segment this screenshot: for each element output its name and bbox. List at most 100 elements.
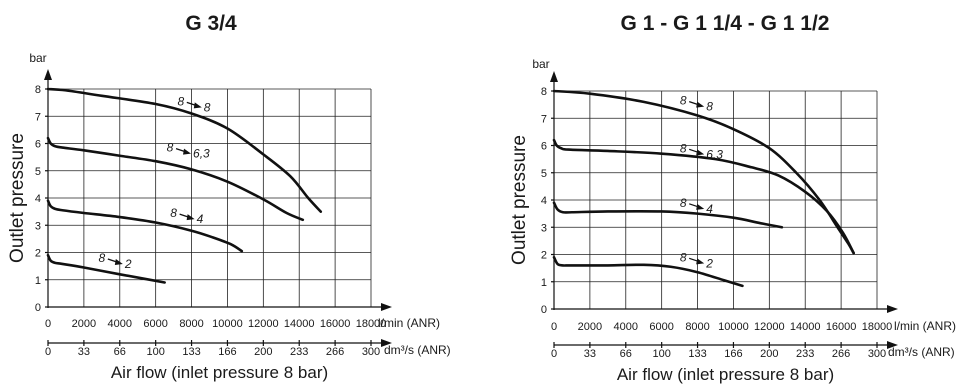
- series-line: [552, 255, 744, 288]
- y-axis-title: Outlet pressure: [509, 135, 530, 265]
- y-axis-title: Outlet pressure: [7, 133, 28, 263]
- series-label-from: 8: [680, 94, 687, 108]
- x-tick-label: 0: [551, 321, 557, 333]
- y-tick-label: 8: [35, 84, 41, 96]
- x2-tick-label: 66: [114, 346, 126, 358]
- x-tick-label: 16000: [826, 321, 857, 333]
- x2-tick-label: 233: [796, 348, 814, 360]
- x-tick-label: 2000: [578, 321, 602, 333]
- y-tick-label: 5: [35, 166, 41, 178]
- x-unit-label: l/min (ANR): [378, 316, 440, 330]
- x2-tick-label: 133: [182, 346, 200, 358]
- x-tick-label: 18000: [862, 321, 893, 333]
- x-tick-label: 10000: [718, 321, 749, 333]
- series-line: [552, 138, 855, 255]
- y-tick-label: 4: [35, 193, 41, 205]
- x2-tick-label: 100: [146, 346, 164, 358]
- x-tick-label: 4000: [614, 321, 638, 333]
- x-axis-arrow: [381, 303, 392, 311]
- y-tick-label: 6: [541, 141, 547, 153]
- series-label-to: 4: [706, 202, 713, 216]
- x2-axis-arrow: [887, 341, 898, 349]
- y-tick-label: 7: [35, 111, 41, 123]
- series-label-arrowhead: [183, 148, 192, 155]
- x2-tick-label: 200: [254, 346, 272, 358]
- series-label-from: 8: [98, 251, 105, 265]
- x-axis-title: Air flow (inlet pressure 8 bar): [111, 363, 328, 382]
- y-tick-label: 3: [35, 220, 41, 232]
- x-tick-label: 18000: [356, 318, 387, 330]
- x2-tick-label: 166: [724, 348, 742, 360]
- x-tick-label: 4000: [108, 318, 132, 330]
- grid-lines: [48, 88, 372, 307]
- x2-tick-label: 0: [551, 348, 557, 360]
- y-tick-label: 1: [541, 277, 547, 289]
- series-line: [46, 87, 323, 213]
- series-label-to: 6,3: [706, 147, 723, 161]
- x-unit-label: l/min (ANR): [894, 319, 956, 333]
- series-line: [46, 136, 305, 222]
- x2-axis-arrow: [381, 339, 392, 347]
- y-tick-label: 4: [541, 195, 547, 207]
- series-label-from: 8: [680, 250, 687, 264]
- x-tick-label: 16000: [320, 318, 351, 330]
- x2-tick-label: 133: [688, 348, 706, 360]
- series-label-arrowhead: [696, 203, 705, 210]
- x-tick-label: 14000: [284, 318, 315, 330]
- x-tick-label: 10000: [212, 318, 243, 330]
- y-tick-label: 2: [541, 250, 547, 262]
- x2-tick-label: 33: [584, 348, 596, 360]
- series-label-from: 8: [167, 141, 174, 155]
- x2-tick-label: 66: [620, 348, 632, 360]
- series-label-to: 8: [706, 100, 713, 114]
- x2-tick-label: 166: [218, 346, 236, 358]
- y-tick-label: 8: [541, 86, 547, 98]
- x2-tick-label: 200: [760, 348, 778, 360]
- series-label-to: 8: [204, 100, 211, 114]
- x2-tick-label: 33: [78, 346, 90, 358]
- y-axis-arrow: [550, 71, 558, 82]
- y-tick-label: 1: [35, 275, 41, 287]
- x-axis-title: Air flow (inlet pressure 8 bar): [617, 365, 834, 384]
- x-tick-label: 0: [45, 318, 51, 330]
- y-axis-arrow: [44, 69, 52, 80]
- x-tick-label: 12000: [754, 321, 785, 333]
- x2-unit-label: dm³/s (ANR): [384, 343, 451, 357]
- x2-unit-label: dm³/s (ANR): [888, 345, 955, 359]
- series-label-arrowhead: [114, 259, 123, 266]
- series-line: [552, 201, 784, 229]
- x-tick-label: 14000: [790, 321, 821, 333]
- series-line: [46, 199, 244, 253]
- series-label-from: 8: [170, 206, 177, 220]
- x-tick-label: 2000: [72, 318, 96, 330]
- series-label-to: 6,3: [193, 147, 210, 161]
- series-label-to: 2: [124, 257, 132, 271]
- series-2: 8 6,3: [46, 136, 305, 222]
- chart-title: G 3/4: [185, 12, 237, 35]
- y-unit-label: bar: [532, 57, 549, 71]
- y-tick-label: 6: [35, 139, 41, 151]
- series-label-arrowhead: [696, 258, 705, 265]
- series-2: 8 6,3: [552, 138, 855, 255]
- series-line: [46, 253, 166, 284]
- y-tick-label: 3: [541, 222, 547, 234]
- series-label-arrowhead: [193, 102, 202, 109]
- x2-tick-label: 266: [832, 348, 850, 360]
- series-label-from: 8: [680, 196, 687, 210]
- series-label-arrowhead: [696, 149, 705, 156]
- series-label-from: 8: [177, 94, 184, 108]
- x2-tick-label: 0: [45, 346, 51, 358]
- y-tick-label: 0: [35, 302, 41, 314]
- x2-tick-label: 266: [326, 346, 344, 358]
- x-tick-label: 6000: [143, 318, 167, 330]
- series-label-to: 4: [197, 212, 204, 226]
- x-tick-label: 12000: [248, 318, 279, 330]
